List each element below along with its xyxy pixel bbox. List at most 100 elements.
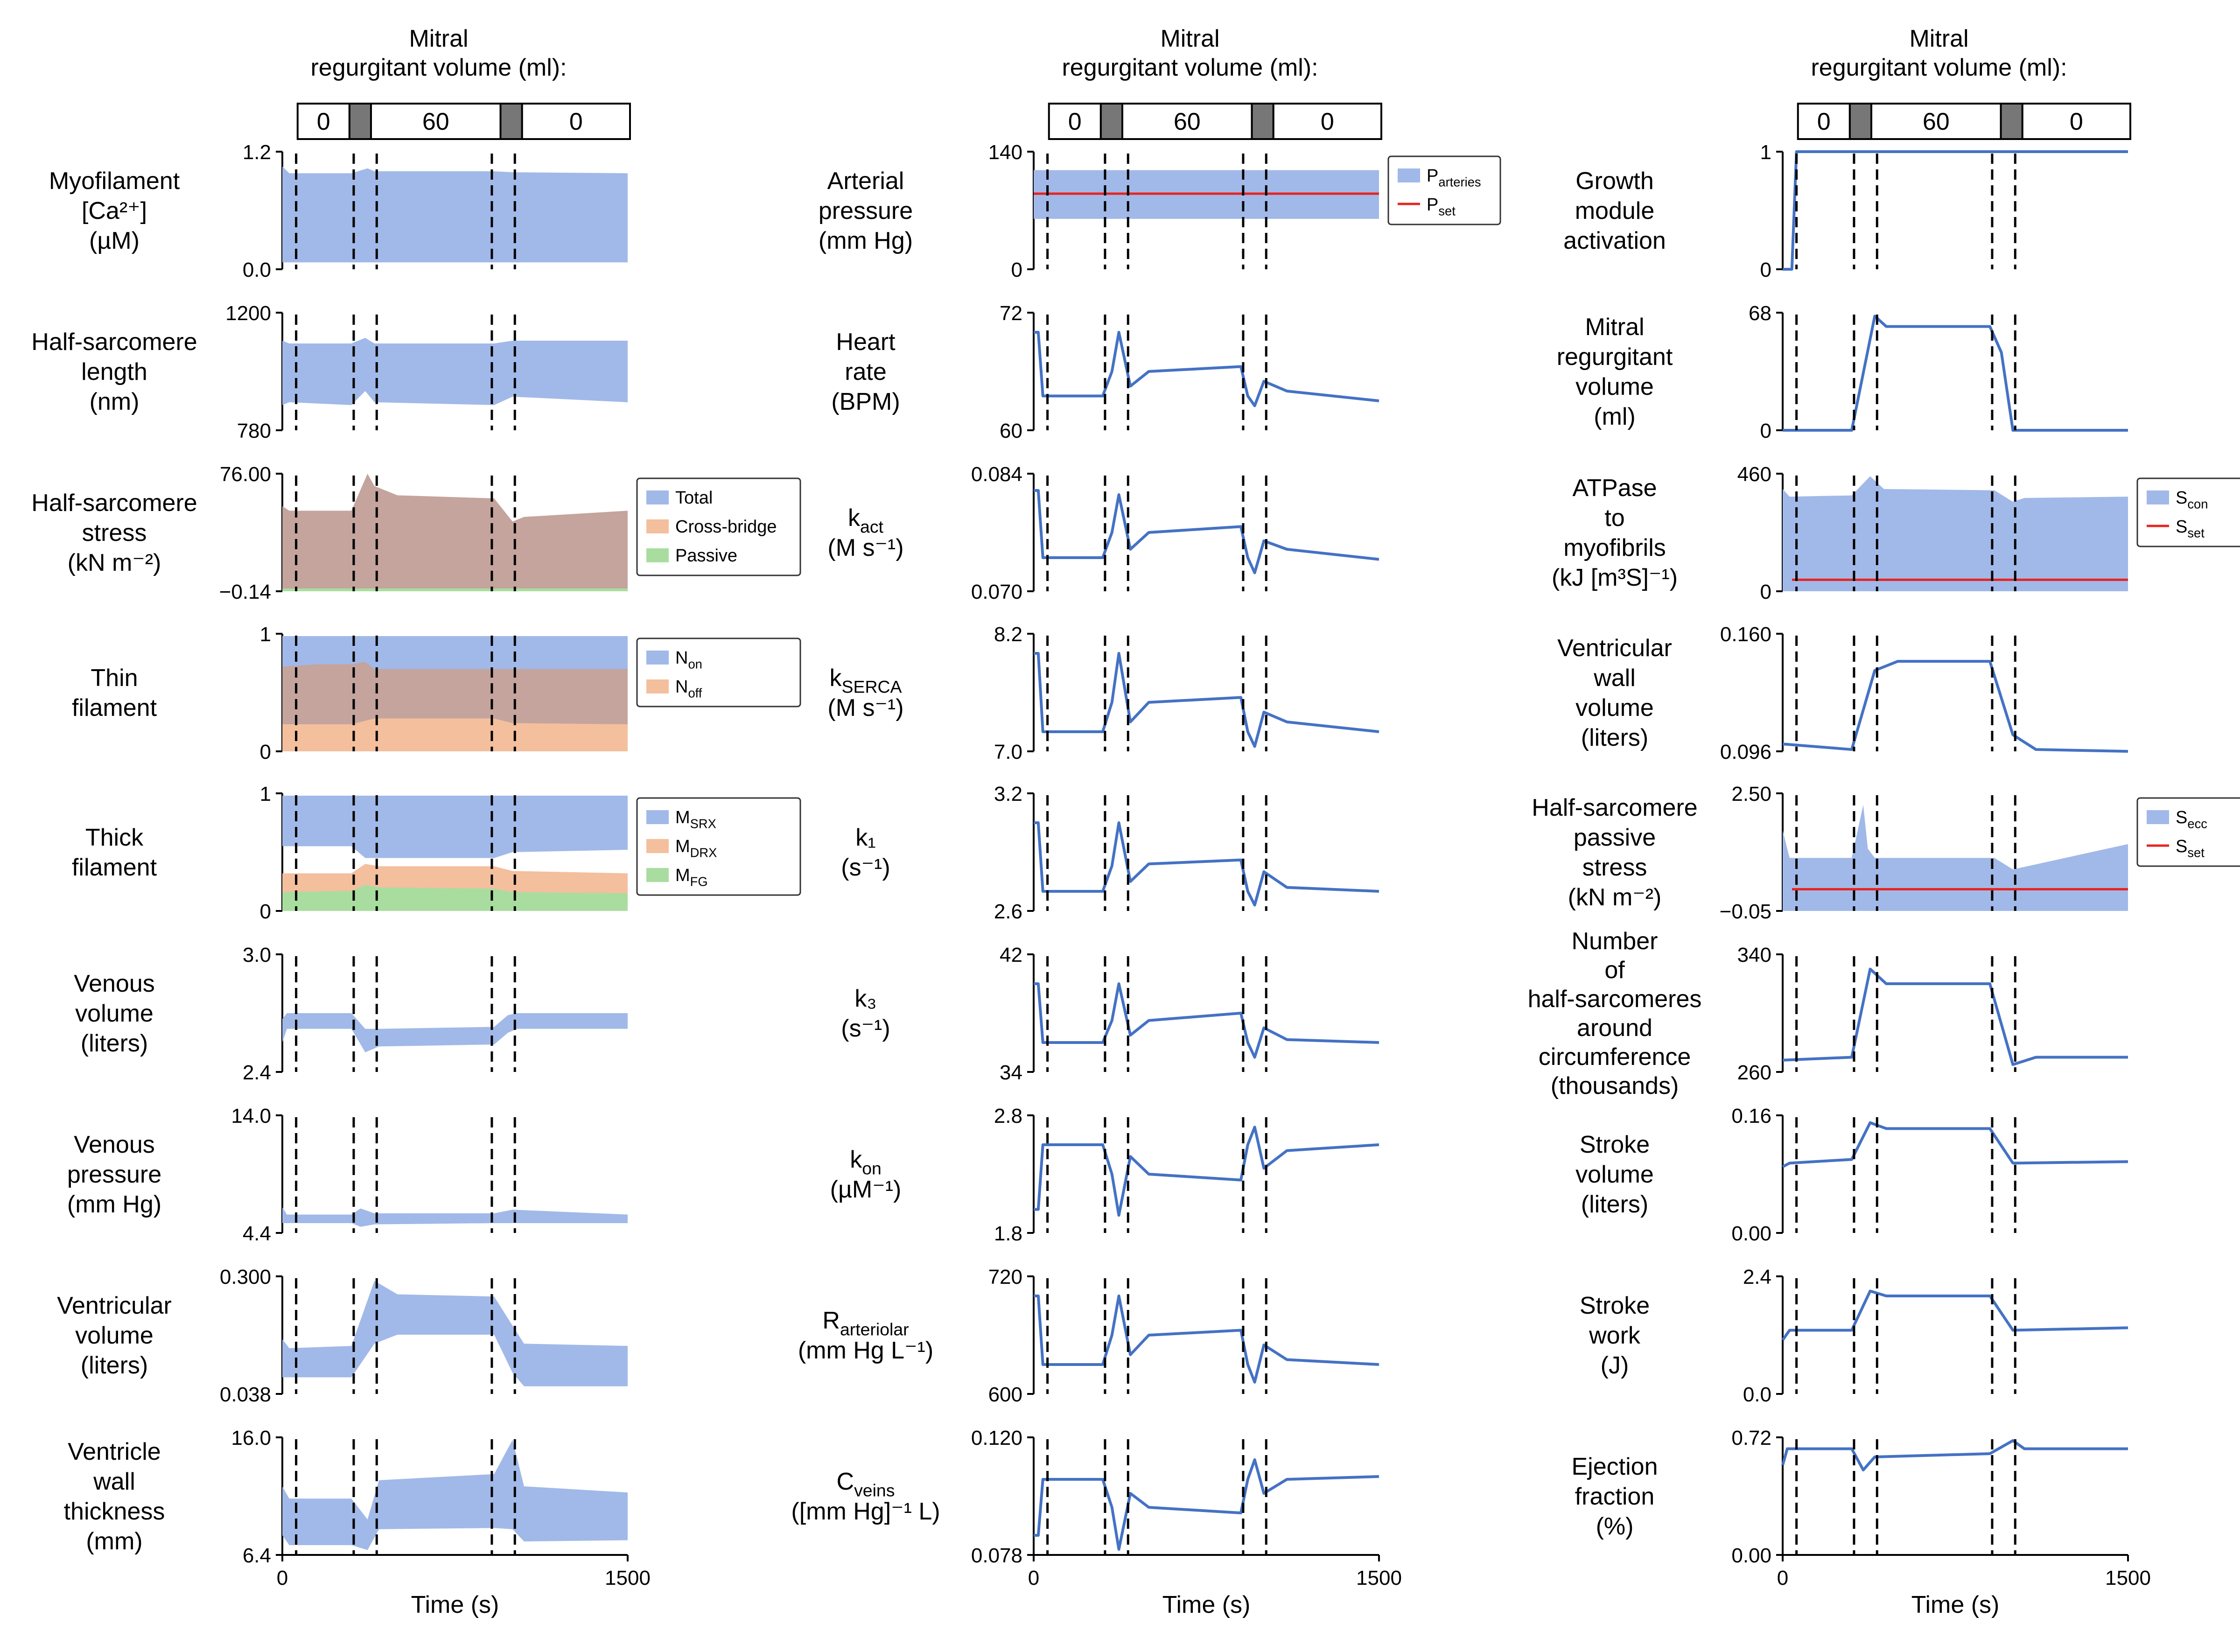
x-tick-label: 1500 bbox=[605, 1567, 651, 1589]
y-axis-label: (J) bbox=[1601, 1352, 1629, 1379]
y-axis-label: (mm Hg) bbox=[67, 1191, 161, 1218]
header-title-line2: regurgitant volume (ml): bbox=[1062, 54, 1318, 81]
legend-swatch bbox=[646, 490, 669, 504]
y-axis-label: Half-sarcomere bbox=[1532, 794, 1697, 821]
y-axis-label: (liters) bbox=[81, 1030, 148, 1057]
y-tick-label: 260 bbox=[1737, 1061, 1771, 1084]
legend-swatch bbox=[646, 519, 669, 533]
protocol-grey-segment bbox=[2000, 103, 2023, 140]
area-band bbox=[282, 338, 628, 405]
area-band bbox=[282, 1207, 628, 1227]
legend-label: Secc bbox=[2176, 808, 2207, 831]
protocol-grey-segment bbox=[348, 103, 372, 140]
y-tick-label: 0 bbox=[1760, 581, 1771, 603]
y-tick-label: 2.8 bbox=[994, 1105, 1022, 1127]
y-axis-label: thickness bbox=[64, 1498, 165, 1525]
y-tick-label: 0.120 bbox=[971, 1427, 1022, 1449]
x-axis: 0 1500 Time (s) bbox=[1777, 1554, 2151, 1618]
y-tick-label: 0.084 bbox=[971, 463, 1022, 486]
y-axis-label: Ventricular bbox=[57, 1292, 172, 1319]
header-title-line2: regurgitant volume (ml): bbox=[310, 54, 567, 81]
y-tick-label: 0.300 bbox=[220, 1266, 271, 1288]
y-axis-label: (BPM) bbox=[831, 388, 900, 415]
panel-1-4: k₁ (s⁻¹) 3.2 2.6 bbox=[841, 783, 1379, 923]
y-axis-label: Mitral bbox=[1585, 314, 1644, 341]
y-tick-label: 7.0 bbox=[994, 741, 1022, 763]
area-n-off bbox=[282, 718, 628, 751]
y-tick-label: 76.00 bbox=[220, 463, 271, 486]
area-m-fg bbox=[282, 885, 628, 911]
data-line bbox=[1034, 821, 1379, 907]
x-tick-label: 0 bbox=[1777, 1567, 1788, 1589]
protocol-grey-segment bbox=[1848, 103, 1872, 140]
y-tick-label: −0.05 bbox=[1720, 900, 1771, 923]
y-axis-label: stress bbox=[82, 519, 147, 546]
legend: Scon Sset bbox=[2136, 477, 2240, 547]
x-axes: 0 1500 Time (s) 0 1500 Time (s) 0 1500 Time (s) bbox=[277, 1554, 2151, 1618]
protocol-segment bbox=[1048, 103, 1102, 140]
y-axis-label: Stroke bbox=[1580, 1292, 1650, 1319]
legend-label: Sset bbox=[2176, 837, 2205, 860]
y-tick-label: 0.070 bbox=[971, 581, 1022, 603]
panel-1-6: kon(µM⁻¹) 2.8 1.8 bbox=[830, 1105, 1379, 1245]
y-tick-label: 2.6 bbox=[994, 900, 1022, 923]
y-tick-label: 60 bbox=[1000, 420, 1022, 442]
protocol-label: 0 bbox=[569, 108, 583, 135]
data-line bbox=[1783, 315, 2128, 432]
y-tick-label: 0.078 bbox=[971, 1544, 1022, 1567]
panel-0-0: Myofilament[Ca²⁺] (µM) 1.2 0.0 bbox=[49, 141, 628, 281]
protocol-segment bbox=[1870, 103, 2002, 140]
y-tick-label: 600 bbox=[988, 1383, 1022, 1406]
y-axis-label: Growth bbox=[1575, 168, 1654, 195]
y-tick-label: 1.8 bbox=[994, 1222, 1022, 1245]
y-axis-label: module bbox=[1575, 197, 1655, 224]
x-axis-label: Time (s) bbox=[411, 1591, 499, 1618]
y-tick-label: 0 bbox=[1011, 259, 1022, 281]
legend-swatch bbox=[646, 839, 669, 853]
protocol-segment bbox=[1121, 103, 1253, 140]
header-title-line1: Mitral bbox=[1160, 25, 1219, 52]
y-axis-label: stress bbox=[1582, 854, 1647, 881]
legend-label: Noff bbox=[675, 677, 702, 700]
header-title-line1: Mitral bbox=[1909, 25, 1968, 52]
y-axis-label: Thick bbox=[85, 824, 144, 851]
y-tick-label: 42 bbox=[1000, 944, 1022, 966]
legend-label: Sset bbox=[2176, 517, 2205, 540]
panel-0-5: Venous volume (liters) 3.0 2.4 bbox=[74, 944, 628, 1084]
y-axis-label: Heart bbox=[836, 329, 896, 356]
legend-label: Total bbox=[675, 488, 713, 508]
panel-1-5: k₃ (s⁻¹) 42 34 bbox=[841, 944, 1379, 1084]
area-band bbox=[282, 166, 628, 263]
y-axis-label: Stroke bbox=[1580, 1131, 1650, 1158]
area-band bbox=[282, 1281, 628, 1386]
y-axis-label: (kN m⁻²) bbox=[68, 549, 161, 576]
protocol-grey-segment bbox=[1251, 103, 1274, 140]
y-tick-label: 1.2 bbox=[243, 141, 271, 164]
y-axis-label: work bbox=[1589, 1322, 1641, 1349]
x-axis-label: Time (s) bbox=[1162, 1591, 1251, 1618]
legend-label: Cross-bridge bbox=[675, 517, 777, 537]
legend-swatch bbox=[2147, 490, 2169, 504]
y-axis-label: (M s⁻¹) bbox=[827, 694, 903, 721]
y-axis-label: pressure bbox=[819, 197, 913, 224]
data-line bbox=[1782, 1121, 2128, 1168]
y-tick-label: 2.4 bbox=[243, 1061, 271, 1084]
y-tick-label: 1200 bbox=[225, 302, 271, 325]
y-tick-label: 8.2 bbox=[994, 623, 1022, 646]
y-tick-label: 3.0 bbox=[243, 944, 271, 966]
y-axis-label: ([mm Hg]⁻¹ L) bbox=[791, 1498, 940, 1525]
y-axis-label: Myofilament bbox=[49, 168, 180, 195]
y-tick-label: 0.0 bbox=[1743, 1383, 1771, 1406]
y-tick-label: 14.0 bbox=[231, 1105, 271, 1127]
legend: Parteries Pset bbox=[1387, 155, 1501, 225]
y-axis-label: Ventricle bbox=[68, 1438, 161, 1465]
y-axis-label: rate bbox=[845, 358, 887, 385]
panel-2-7: Stroke work (J) 2.4 0.0 bbox=[1580, 1266, 2128, 1406]
y-axis-label: fraction bbox=[1575, 1483, 1655, 1510]
y-axis-label: Arterial bbox=[827, 168, 904, 195]
y-axis-label: (nm) bbox=[90, 388, 140, 415]
legend-swatch bbox=[646, 810, 669, 824]
